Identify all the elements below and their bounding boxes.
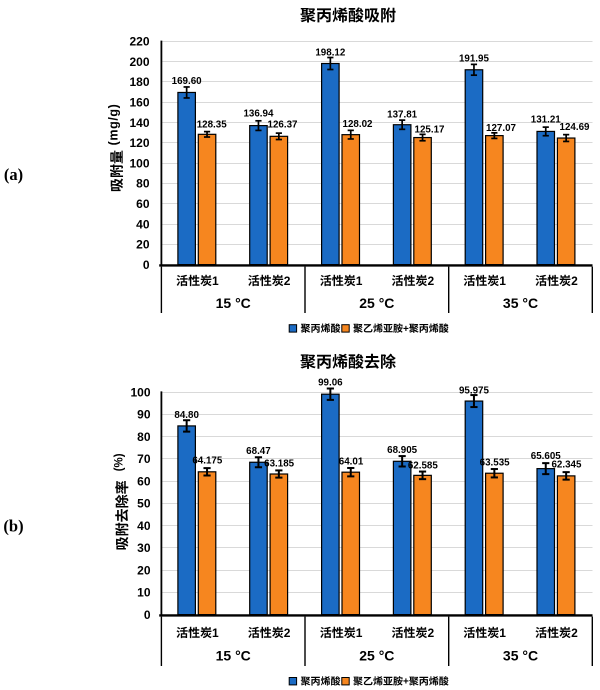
- svg-text:15 °C: 15 °C: [216, 295, 251, 311]
- svg-text:140: 140: [129, 116, 149, 130]
- svg-text:30: 30: [137, 541, 151, 555]
- svg-text:191.95: 191.95: [459, 54, 490, 65]
- svg-text:0: 0: [144, 608, 151, 622]
- svg-text:68.47: 68.47: [246, 446, 271, 457]
- svg-text:2: 2: [284, 274, 291, 288]
- svg-text:127.07: 127.07: [486, 123, 517, 134]
- svg-text:(mg/g): (mg/g): [106, 104, 120, 146]
- svg-text:128.35: 128.35: [197, 119, 228, 130]
- svg-text:2: 2: [284, 626, 291, 640]
- svg-text:2: 2: [571, 274, 578, 288]
- svg-text:25 °C: 25 °C: [359, 295, 394, 311]
- svg-text:(b): (b): [3, 517, 23, 536]
- svg-text:136.94: 136.94: [243, 109, 274, 120]
- svg-text:0: 0: [143, 258, 150, 272]
- svg-text:99.06: 99.06: [318, 378, 343, 389]
- svg-text:62.345: 62.345: [551, 459, 582, 470]
- svg-text:68.905: 68.905: [387, 445, 418, 456]
- svg-text:2: 2: [428, 274, 435, 288]
- svg-text:124.69: 124.69: [560, 122, 591, 133]
- svg-text:126.37: 126.37: [268, 120, 299, 131]
- svg-text:131.21: 131.21: [531, 114, 562, 125]
- svg-text:60: 60: [137, 474, 151, 488]
- svg-text:64.175: 64.175: [192, 456, 223, 467]
- svg-text:40: 40: [137, 519, 151, 533]
- svg-text:20: 20: [137, 563, 151, 577]
- svg-text:65.605: 65.605: [531, 451, 562, 462]
- svg-text:70: 70: [137, 452, 151, 466]
- svg-text:1: 1: [212, 274, 219, 288]
- svg-text:1: 1: [356, 626, 363, 640]
- svg-text:80: 80: [137, 430, 151, 444]
- svg-text:20: 20: [136, 238, 150, 252]
- svg-text:90: 90: [137, 408, 151, 422]
- svg-text:+: +: [403, 324, 409, 335]
- svg-text:2: 2: [571, 626, 578, 640]
- svg-text:50: 50: [137, 497, 151, 511]
- svg-text:1: 1: [499, 626, 506, 640]
- svg-text:125.17: 125.17: [415, 124, 446, 135]
- svg-text:1: 1: [499, 274, 506, 288]
- svg-text:1: 1: [356, 274, 363, 288]
- svg-text:100: 100: [129, 156, 149, 170]
- svg-text:137.81: 137.81: [387, 110, 418, 121]
- svg-text:62.585: 62.585: [408, 461, 439, 472]
- svg-text:100: 100: [130, 385, 150, 399]
- svg-text:63.535: 63.535: [480, 458, 511, 469]
- svg-text:95.975: 95.975: [459, 385, 490, 396]
- svg-text:64.01: 64.01: [339, 456, 364, 467]
- svg-text:128.02: 128.02: [343, 119, 374, 130]
- svg-text:198.12: 198.12: [315, 47, 346, 58]
- svg-text:10: 10: [137, 586, 151, 600]
- svg-text:84.80: 84.80: [174, 410, 199, 421]
- svg-text:160: 160: [129, 96, 149, 110]
- svg-text:120: 120: [129, 136, 149, 150]
- svg-text:60: 60: [136, 197, 150, 211]
- svg-text:35 °C: 35 °C: [503, 648, 538, 664]
- svg-text:200: 200: [129, 55, 149, 69]
- svg-text:15 °C: 15 °C: [216, 648, 251, 664]
- svg-text:+: +: [403, 677, 409, 688]
- svg-text:180: 180: [129, 75, 149, 89]
- svg-text:220: 220: [129, 35, 149, 49]
- svg-text:1: 1: [212, 626, 219, 640]
- svg-text:25 °C: 25 °C: [359, 648, 394, 664]
- svg-text:169.60: 169.60: [172, 76, 203, 87]
- svg-text:2: 2: [428, 626, 435, 640]
- svg-text:(a): (a): [4, 165, 23, 184]
- svg-text:40: 40: [136, 217, 150, 231]
- svg-text:35 °C: 35 °C: [503, 295, 538, 311]
- svg-text:(%): (%): [114, 453, 126, 471]
- svg-text:80: 80: [136, 177, 150, 191]
- svg-text:63.185: 63.185: [264, 459, 295, 470]
